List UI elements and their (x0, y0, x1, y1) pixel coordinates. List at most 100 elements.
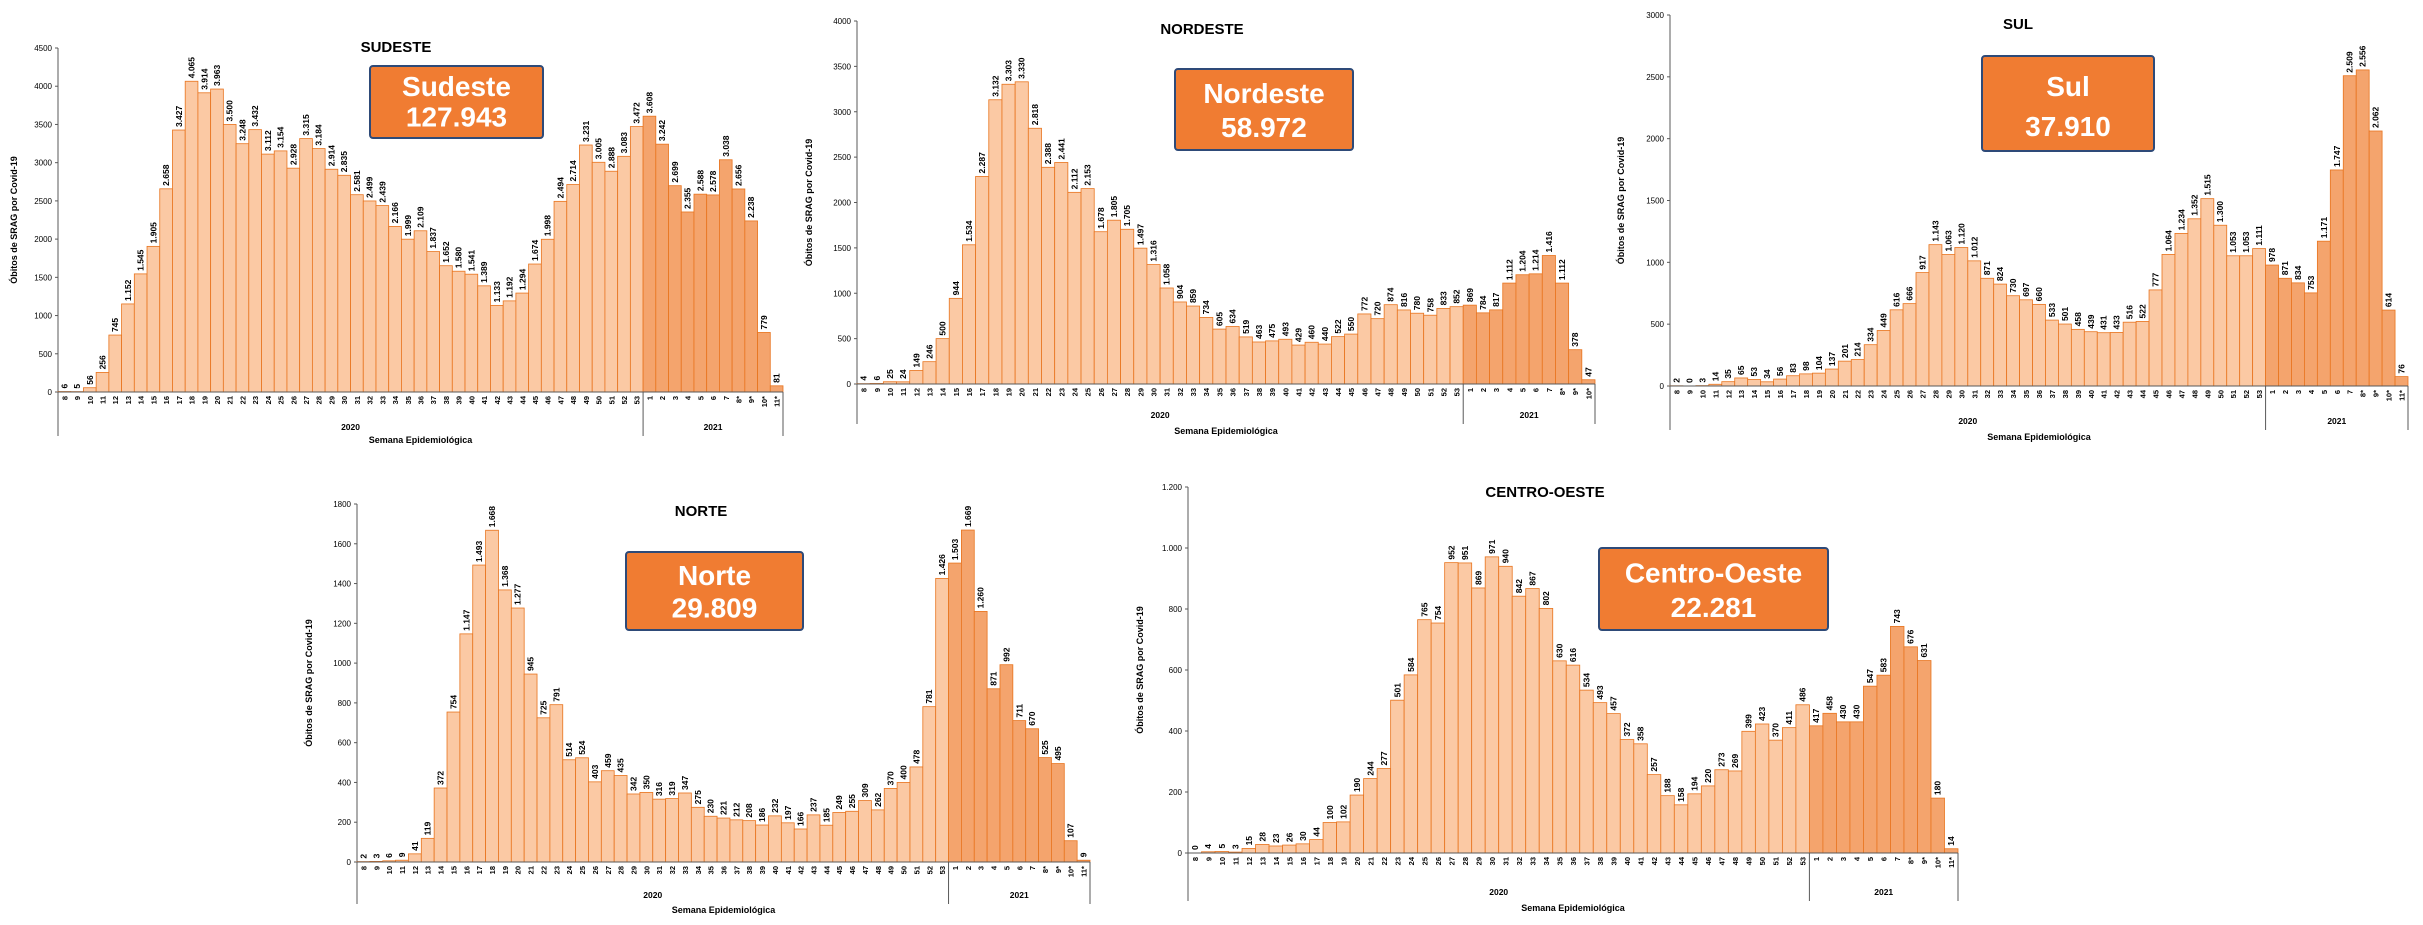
x-tick-label: 8* (1907, 857, 1916, 864)
x-tick-label: 28 (1123, 388, 1132, 396)
bar (1553, 661, 1567, 853)
bar (666, 799, 679, 862)
bar (2123, 322, 2136, 386)
data-label: 784 (1478, 295, 1488, 309)
bar (1055, 162, 1068, 384)
data-label: 463 (1254, 325, 1264, 339)
bar (524, 674, 537, 862)
x-tick-label: 13 (925, 388, 934, 396)
data-label: 370 (1771, 723, 1781, 737)
data-label: 4 (859, 376, 869, 381)
data-label: 734 (1201, 300, 1211, 314)
x-tick-label: 47 (1718, 857, 1727, 865)
data-label: 859 (1188, 289, 1198, 303)
year-label: 2020 (643, 890, 662, 900)
x-tick-label: 5 (2320, 390, 2329, 394)
x-tick-label: 49 (1400, 388, 1409, 396)
x-tick-label: 18 (488, 866, 497, 874)
data-label: 3.608 (644, 92, 654, 114)
x-tick-label: 13 (1258, 857, 1267, 865)
x-tick-label: 29 (629, 866, 638, 874)
bar (2214, 225, 2227, 386)
bar (1955, 247, 1968, 386)
bar (312, 149, 325, 392)
x-tick-label: 43 (810, 866, 819, 874)
bar (1256, 844, 1270, 853)
bar (640, 792, 653, 862)
x-tick-label: 3 (2294, 390, 2303, 394)
x-tick-label: 38 (1596, 857, 1605, 865)
x-tick-label: 35 (1555, 857, 1564, 865)
x-tick-label: 47 (1374, 388, 1383, 396)
bar (1728, 771, 1742, 853)
data-label: 4 (1203, 844, 1213, 849)
x-tick-label: 40 (2087, 390, 2096, 398)
x-tick-label: 13 (424, 866, 433, 874)
x-tick-label: 42 (2113, 390, 2122, 398)
x-tick-label: 52 (1785, 857, 1794, 865)
x-tick-label: 35 (1215, 388, 1224, 396)
x-tick-label: 34 (2009, 389, 2018, 398)
bar (910, 370, 923, 384)
x-tick-label: 37 (1242, 388, 1251, 396)
data-label: 185 (821, 808, 831, 822)
y-axis-title: Óbitos de SRAG por Covid-19 (1615, 137, 1626, 265)
data-label: 186 (757, 808, 767, 822)
bar (1002, 84, 1015, 384)
data-label: 1.905 (148, 222, 158, 244)
data-label: 119 (423, 821, 433, 835)
bar (681, 212, 694, 392)
y-tick-label: 1500 (1646, 197, 1664, 206)
x-tick-label: 50 (1758, 857, 1767, 865)
data-label: 952 (1446, 545, 1456, 559)
y-tick-label: 600 (1169, 666, 1183, 675)
bar (541, 239, 554, 392)
bar (1774, 379, 1787, 386)
x-tick-label: 11 (1711, 390, 1720, 398)
bar (1580, 690, 1594, 853)
x-tick-label: 42 (797, 866, 806, 874)
data-label: 1.063 (1943, 230, 1953, 252)
bar (1463, 305, 1476, 384)
x-tick-label: 31 (655, 866, 664, 874)
bar (300, 139, 313, 392)
bar (794, 829, 807, 862)
data-label: 730 (2008, 278, 2018, 292)
bar (1292, 345, 1305, 384)
data-label: 370 (886, 771, 896, 785)
x-tick-label: 4 (1853, 856, 1862, 861)
data-label: 3 (1697, 378, 1707, 383)
x-tick-label: 8 (1672, 390, 1681, 394)
x-tick-label: 36 (2035, 390, 2044, 398)
bar (1838, 361, 1851, 386)
x-tick-label: 51 (2229, 390, 2238, 398)
x-tick-label: 26 (591, 866, 600, 874)
data-label: 816 (1399, 292, 1409, 306)
bar (758, 332, 771, 392)
data-label: 6 (872, 375, 882, 380)
x-tick-label: 10 (886, 388, 895, 396)
y-tick-label: 0 (347, 858, 352, 867)
y-tick-label: 3000 (34, 159, 52, 168)
x-tick-label: 35 (404, 396, 413, 404)
chart-centro-oeste: 02004006008001.0001.20008495103111512281… (1134, 483, 1958, 913)
data-label: 631 (1919, 643, 1929, 657)
bar (172, 130, 185, 392)
data-label: 309 (860, 783, 870, 797)
y-tick-label: 3500 (833, 62, 851, 71)
bar (567, 185, 580, 392)
x-tick-label: 8 (1191, 857, 1200, 861)
bar (1377, 769, 1391, 853)
bar (1147, 265, 1160, 384)
chart-norte: 0200400600800100012001400160018002839610… (303, 500, 1090, 915)
x-tick-label: 28 (1461, 857, 1470, 865)
data-label: 257 (1649, 757, 1659, 771)
x-tick-label: 26 (1097, 388, 1106, 396)
data-label: 3.315 (301, 114, 311, 136)
bar (1318, 344, 1331, 384)
x-tick-label: 23 (1393, 857, 1402, 865)
x-tick-label: 1 (645, 396, 654, 400)
y-tick-label: 0 (847, 380, 852, 389)
bar (961, 530, 974, 862)
bar (1310, 840, 1324, 853)
